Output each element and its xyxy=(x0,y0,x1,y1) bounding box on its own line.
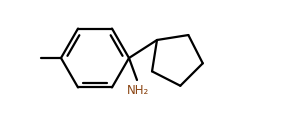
Text: NH₂: NH₂ xyxy=(127,84,149,97)
